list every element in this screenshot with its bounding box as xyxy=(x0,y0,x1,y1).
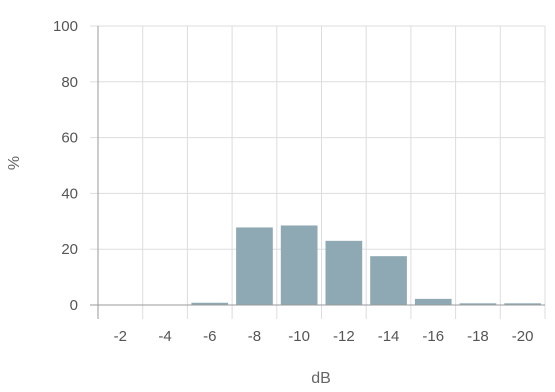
axes xyxy=(90,25,545,319)
x-axis-label: dB xyxy=(311,370,331,387)
y-tick-label: 100 xyxy=(53,18,78,35)
bar xyxy=(370,256,407,305)
bar xyxy=(191,302,229,305)
bar xyxy=(280,225,318,305)
x-tick-label: -6 xyxy=(203,328,216,345)
x-tick-label: -10 xyxy=(288,328,310,345)
y-axis-label: % xyxy=(6,156,23,170)
x-tick-label: -14 xyxy=(378,328,400,345)
x-tick-label: -20 xyxy=(512,328,534,345)
x-tick-label: -16 xyxy=(422,328,444,345)
y-tick-label: 40 xyxy=(61,185,78,202)
bars xyxy=(191,225,541,305)
grid-lines xyxy=(97,25,546,319)
y-tick-label: 20 xyxy=(61,241,78,258)
y-tick-label: 60 xyxy=(61,130,78,147)
bar xyxy=(504,303,541,305)
x-tick-label: -18 xyxy=(467,328,489,345)
bar xyxy=(236,227,273,305)
y-tick-labels: 0 20 40 60 80 100 xyxy=(53,18,78,314)
bar xyxy=(325,240,363,305)
y-tick-label: 80 xyxy=(61,74,78,91)
x-tick-label: -4 xyxy=(158,328,171,345)
x-tick-labels: -2 -4 -6 -8 -10 -12 -14 -16 -18 -20 xyxy=(114,328,534,345)
x-tick-label: -8 xyxy=(248,328,261,345)
x-tick-label: -12 xyxy=(333,328,355,345)
bar xyxy=(414,298,452,305)
y-tick-label: 0 xyxy=(70,297,78,314)
x-tick-label: -2 xyxy=(114,328,127,345)
bar xyxy=(459,303,497,305)
